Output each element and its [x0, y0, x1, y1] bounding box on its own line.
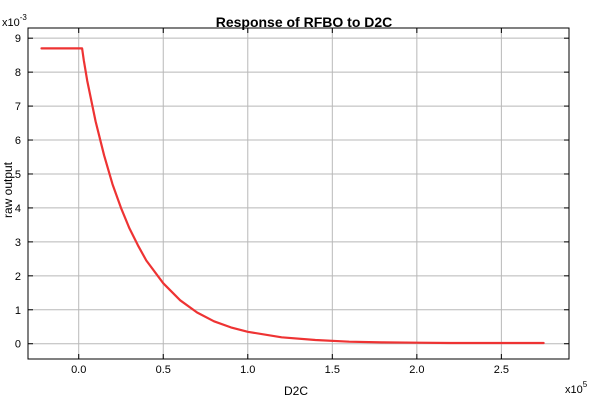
ticks: 0.0 0.5 1.0 1.5 2.0 2.5 0 1 2 3 4 5 6 7 8 9 — [15, 28, 569, 376]
series-layer — [40, 47, 545, 345]
y-tick-label: 8 — [15, 67, 21, 79]
y-tick-label: 7 — [15, 101, 21, 113]
y-tick-label: 2 — [15, 271, 21, 283]
y-tick-label: 9 — [15, 33, 21, 45]
y-tick-label: 1 — [15, 305, 21, 317]
x-axis-multiplier: x105 — [565, 380, 588, 396]
x-tick-label: 1.5 — [325, 364, 340, 376]
y-axis-multiplier: x10-3 — [2, 13, 27, 29]
y-tick-label: 0 — [15, 339, 21, 351]
y-tick-label: 4 — [15, 203, 21, 215]
x-tick-label: 1.0 — [240, 364, 255, 376]
y-axis-multiplier-exponent: -3 — [20, 13, 28, 22]
x-tick-label: 0.5 — [156, 364, 171, 376]
x-axis-multiplier-exponent: 5 — [583, 380, 588, 389]
y-tick-label: 3 — [15, 237, 21, 249]
y-tick-label: 6 — [15, 135, 21, 147]
y-axis-label: raw output — [1, 161, 15, 218]
y-tick-label: 5 — [15, 169, 21, 181]
x-axis-multiplier-base: x10 — [565, 384, 583, 396]
grid — [28, 28, 569, 359]
x-tick-label: 0.0 — [71, 364, 86, 376]
plot-frame — [27, 27, 570, 360]
x-tick-label: 2.0 — [409, 364, 424, 376]
x-axis-label: D2C — [284, 384, 308, 398]
y-axis-multiplier-base: x10 — [2, 17, 20, 29]
chart-title: Response of RFBO to D2C — [216, 14, 393, 30]
x-tick-label: 2.5 — [494, 364, 509, 376]
series-line — [40, 47, 545, 345]
